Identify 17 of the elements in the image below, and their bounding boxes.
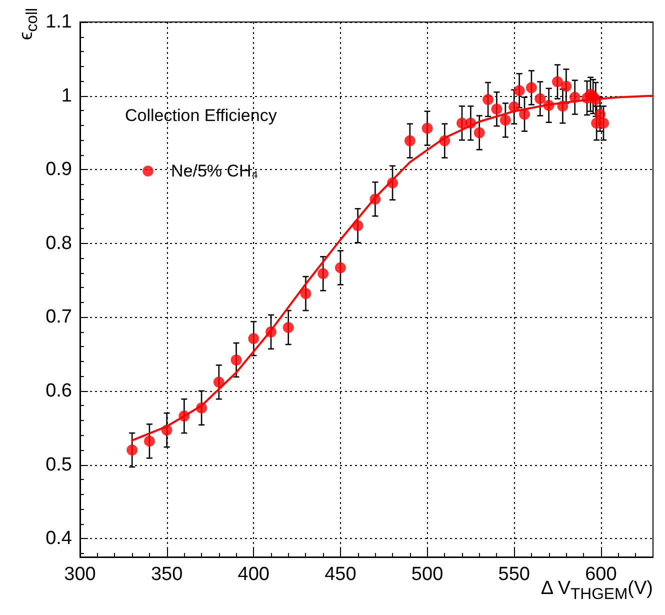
y-tick-label: 0.9 — [46, 159, 72, 180]
legend-title: Collection Efficiency — [125, 106, 278, 125]
y-tick-label: 0.4 — [46, 528, 72, 550]
y-tick-label: 0.6 — [46, 380, 72, 402]
y-tick-label: 0.7 — [46, 306, 72, 328]
x-tick-label: 350 — [150, 564, 183, 585]
x-tick-label: 400 — [238, 564, 270, 585]
y-tick-label: 0.8 — [46, 232, 72, 254]
x-tick-label: 600 — [585, 564, 617, 585]
x-tick-label: 450 — [324, 564, 356, 585]
y-tick-label: 1 — [61, 85, 72, 106]
y-tick-label: 1.1 — [46, 12, 72, 32]
x-tick-label: 550 — [498, 564, 530, 585]
x-tick-label: 500 — [411, 564, 444, 585]
y-tick-label: 0.5 — [46, 454, 72, 476]
x-tick-label: 300 — [64, 564, 96, 585]
legend-label: Ne/5% CH₄ — [171, 162, 258, 180]
